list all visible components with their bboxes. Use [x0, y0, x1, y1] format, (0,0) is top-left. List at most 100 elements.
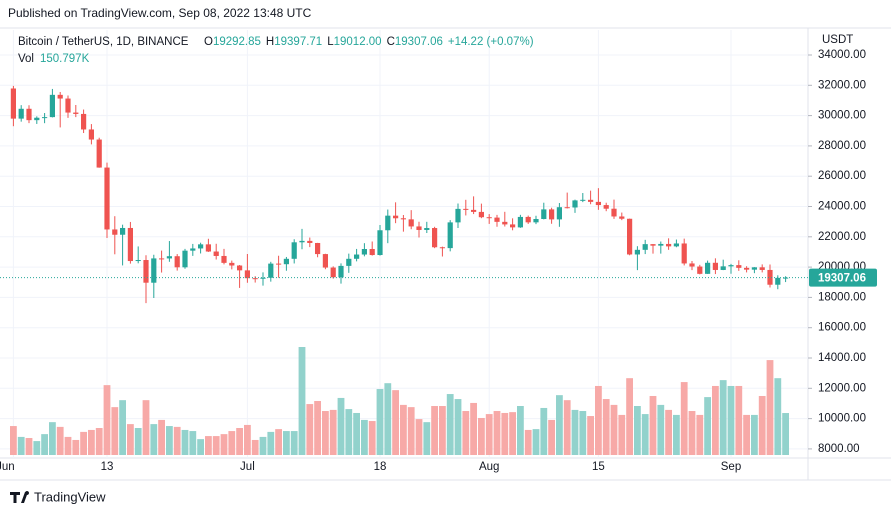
- candle-body: [627, 218, 633, 255]
- candle-body: [424, 228, 430, 230]
- legend-symbol: Bitcoin / TetherUS, 1D, BINANCE: [18, 36, 189, 48]
- candle-body: [447, 222, 453, 249]
- candle-body: [49, 94, 55, 118]
- candle-body: [268, 263, 274, 278]
- candle-body: [393, 215, 399, 219]
- volume-bar: [743, 414, 750, 455]
- legend-prefix: C: [387, 36, 395, 48]
- x-tick-label: 18: [374, 461, 387, 473]
- y-tick-label: 32000.00: [818, 79, 866, 91]
- volume-bar: [415, 419, 423, 455]
- candle-body: [34, 117, 40, 121]
- candle-body: [174, 256, 180, 268]
- candle-body: [330, 267, 336, 278]
- volume-bar: [197, 439, 204, 455]
- volume-bar: [751, 414, 758, 455]
- volume-bar: [127, 424, 134, 455]
- candle-body: [432, 228, 438, 248]
- volume-bar: [212, 436, 220, 455]
- candle-body: [229, 262, 235, 266]
- volume-bar: [610, 404, 618, 455]
- candle-body: [96, 139, 102, 168]
- candle-body: [198, 244, 204, 249]
- candle-body: [517, 216, 523, 228]
- candle-body: [783, 277, 789, 279]
- volume-bar: [493, 411, 501, 455]
- candle-body: [377, 230, 383, 256]
- candle-body: [190, 248, 196, 251]
- volume-bar: [641, 414, 649, 455]
- legend-prefix: H: [266, 36, 274, 48]
- volume-bar: [454, 399, 462, 455]
- candle-body: [650, 244, 656, 246]
- x-tick-label: 13: [101, 461, 114, 473]
- candle-body: [549, 209, 555, 220]
- candle-body: [361, 248, 367, 255]
- volume-bar: [517, 406, 524, 455]
- candle-body: [697, 266, 703, 274]
- y-tick-label: 24000.00: [818, 201, 866, 213]
- candle-body: [276, 263, 282, 265]
- y-tick-label: 22000.00: [818, 231, 866, 243]
- volume-bar: [478, 417, 485, 455]
- candle-body: [728, 265, 734, 267]
- candle-body: [712, 262, 718, 270]
- candle-body: [315, 242, 321, 255]
- candle-body: [400, 218, 406, 220]
- candle-body: [759, 267, 765, 270]
- volume-bar: [439, 406, 446, 455]
- volume-bar: [766, 360, 774, 455]
- footer: TradingView: [34, 489, 106, 504]
- volume-bar: [704, 397, 711, 455]
- candle-body: [166, 256, 172, 259]
- candle-body: [73, 112, 79, 114]
- candle-body: [112, 229, 118, 235]
- volume-bar: [228, 431, 236, 455]
- candle-body: [354, 254, 360, 259]
- volume-bar: [166, 426, 173, 455]
- volume-bar: [696, 414, 704, 455]
- volume-bar: [353, 412, 360, 455]
- candle-body: [26, 108, 32, 121]
- volume-bar: [119, 400, 126, 455]
- volume-bar: [634, 406, 641, 455]
- legend-change: +14.22 (+0.07%): [448, 36, 534, 48]
- volume-bar: [56, 426, 64, 455]
- y-tick-label: 10000.00: [818, 413, 866, 425]
- volume-bar: [283, 431, 290, 455]
- candle-body: [642, 244, 648, 250]
- candle-body: [299, 240, 305, 243]
- candle-body: [237, 265, 243, 271]
- candle-body: [408, 219, 414, 227]
- volume-bar: [571, 409, 579, 455]
- volume-bar: [142, 400, 150, 455]
- candle-body: [634, 249, 640, 255]
- volume-bar: [290, 431, 298, 455]
- candle-body: [151, 258, 157, 283]
- volume-bar: [158, 419, 165, 455]
- candle-body: [291, 242, 297, 259]
- candle-body: [120, 227, 126, 235]
- candle-body: [338, 265, 344, 278]
- y-tick-label: 34000.00: [818, 49, 866, 61]
- candle-body: [416, 226, 422, 230]
- y-tick-label: 16000.00: [818, 322, 866, 334]
- candle-body: [603, 205, 609, 209]
- candle-body: [10, 88, 16, 119]
- volume-bar: [579, 411, 587, 455]
- x-tick-label: Sep: [721, 461, 741, 473]
- volume-bar: [509, 412, 516, 455]
- currency: USDT: [822, 34, 853, 46]
- volume-bar: [345, 409, 353, 455]
- candle-body: [720, 266, 726, 270]
- candle-body: [572, 200, 578, 208]
- candle-body: [244, 270, 250, 279]
- candle-body: [564, 207, 570, 209]
- candle-body: [478, 211, 484, 218]
- legend-prefix: L: [327, 36, 334, 48]
- x-tick-label: 15: [592, 461, 605, 473]
- candle-body: [658, 243, 664, 246]
- volume-bar: [719, 380, 727, 455]
- volume-bar: [88, 429, 95, 455]
- candle-body: [556, 207, 562, 220]
